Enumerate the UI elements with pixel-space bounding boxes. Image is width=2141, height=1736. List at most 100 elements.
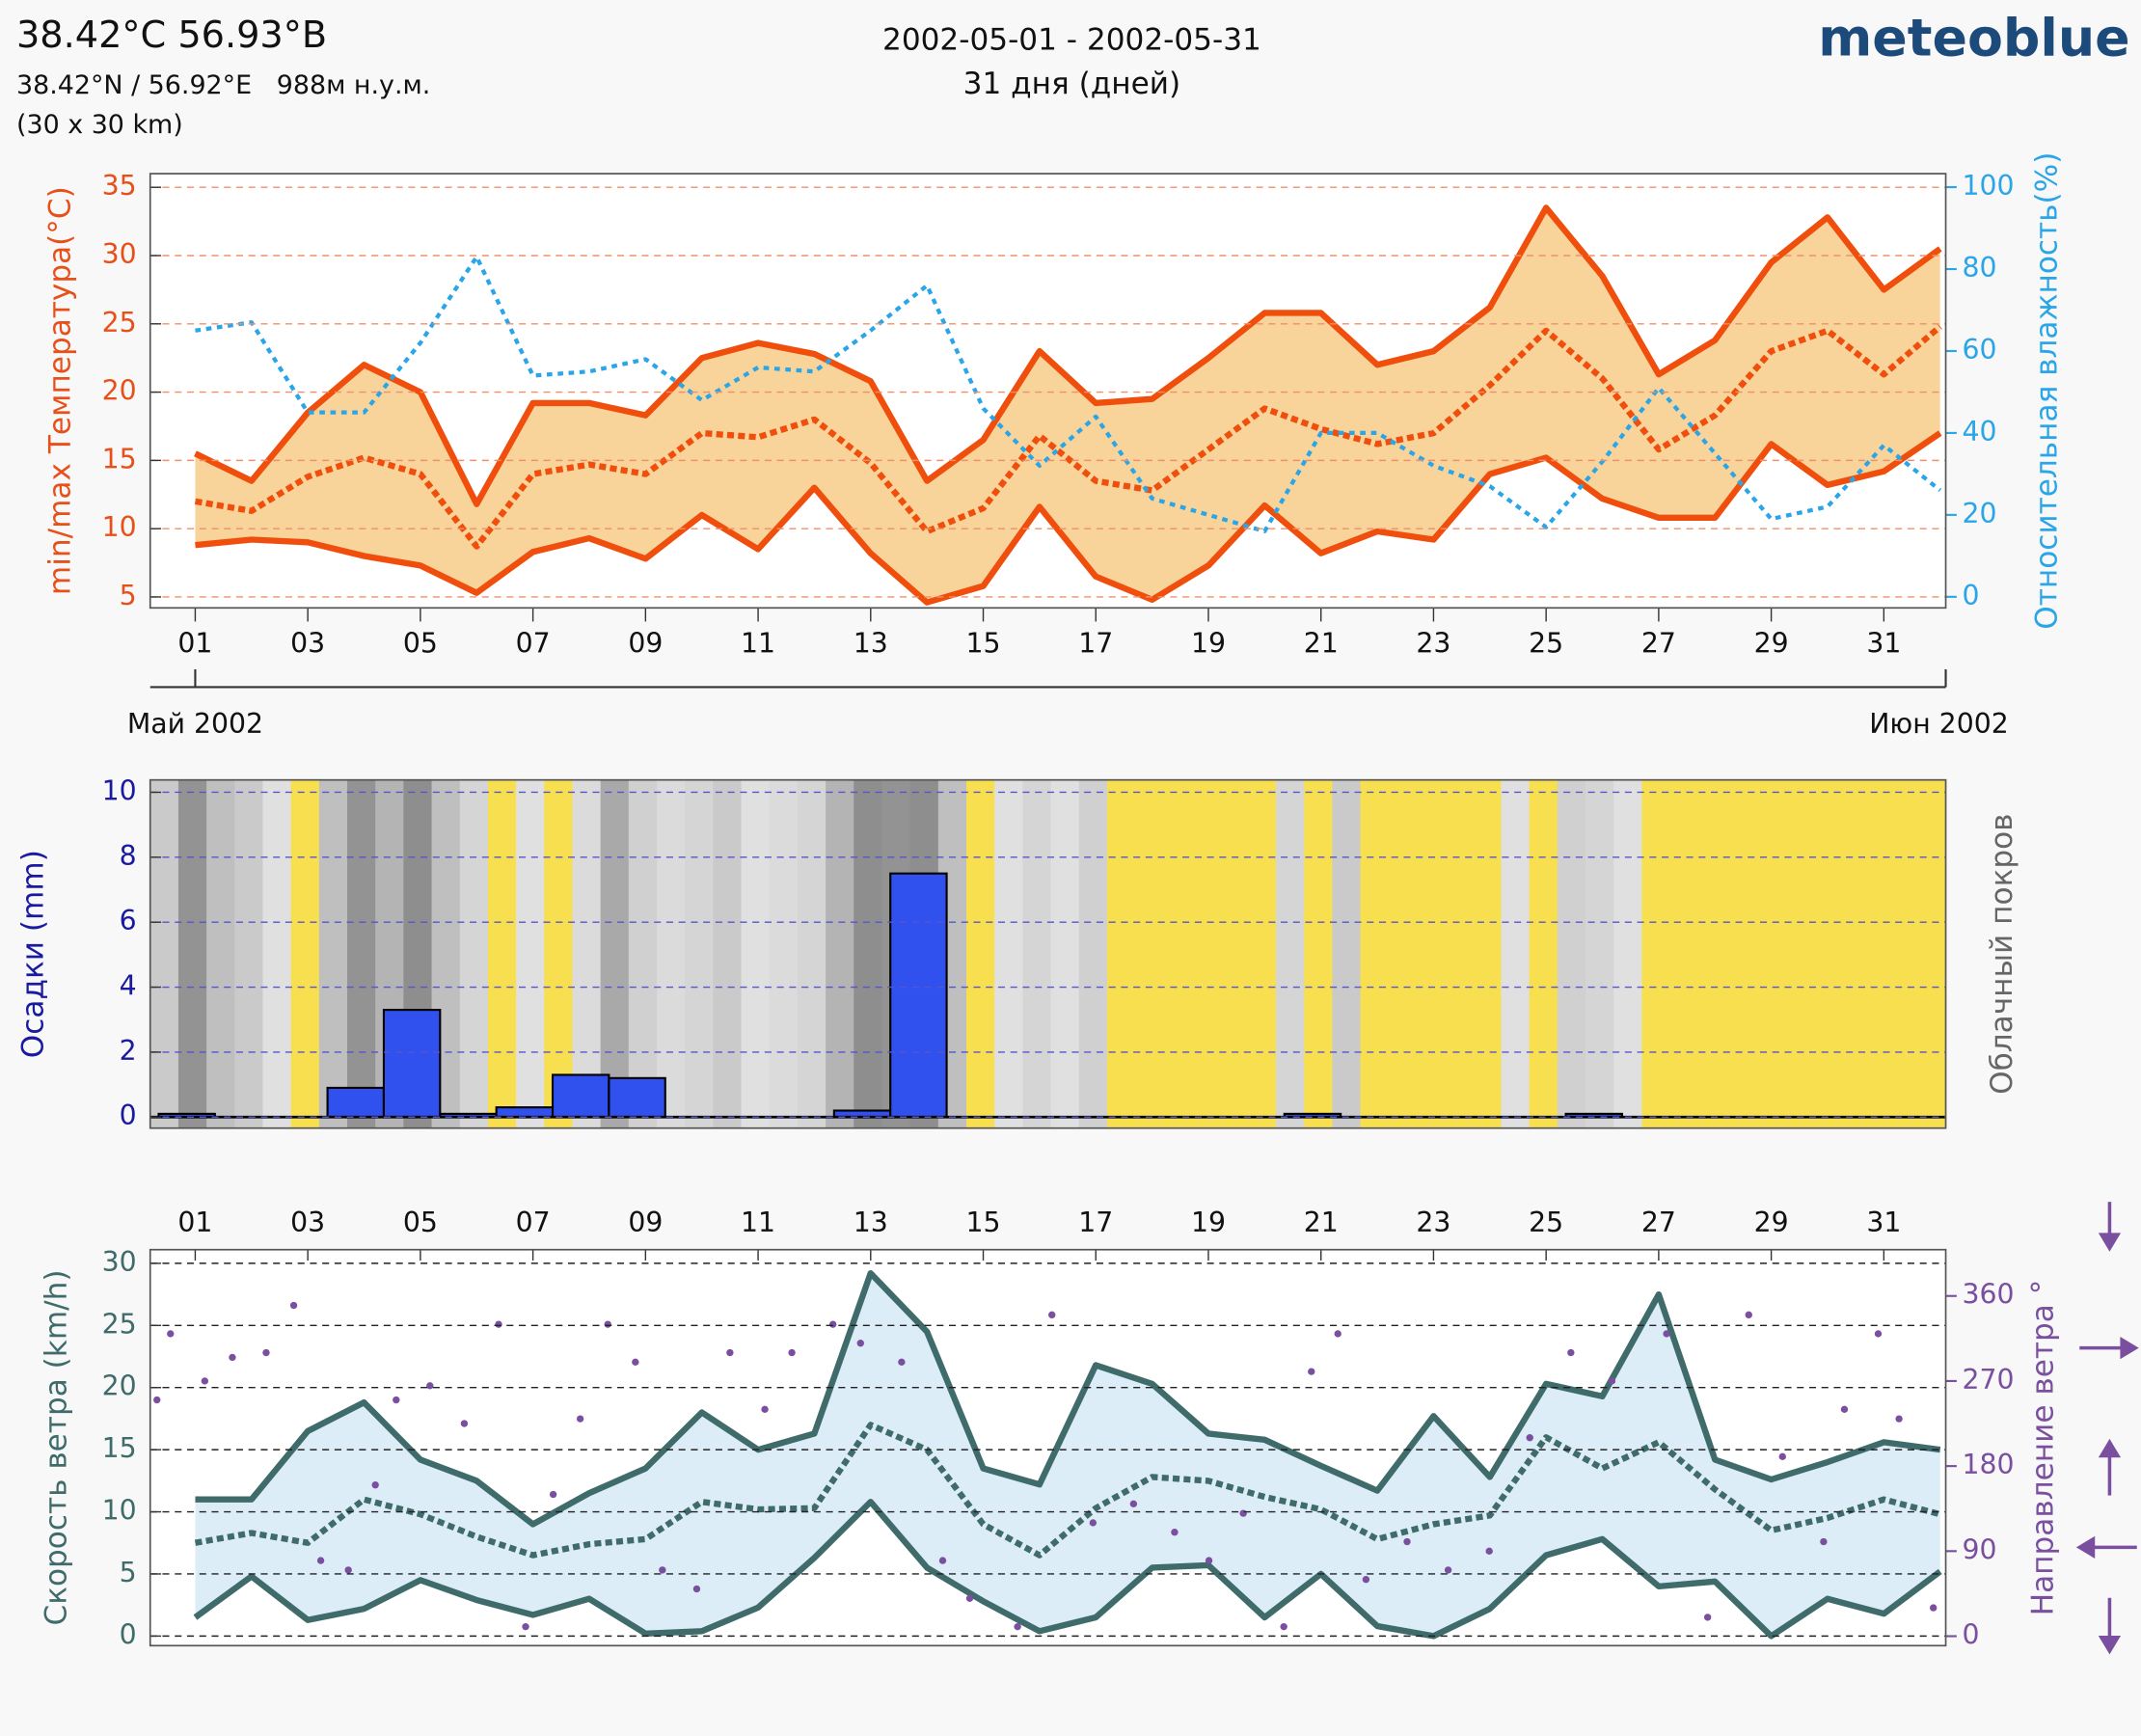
chart-panel: 0 2 4 6 8 10 Осадки (mm) Облачный покров: [15, 774, 2019, 1131]
y-tick-label: 25: [102, 307, 137, 339]
direction-dot: [344, 1566, 352, 1574]
direction-dot: [1608, 1377, 1616, 1385]
cloud-cover-stripe: [1078, 779, 1108, 1128]
cloud-cover-stripe: [1585, 779, 1614, 1128]
cloud-cover-stripe: [149, 779, 179, 1128]
y-tick-label: 10: [102, 511, 137, 543]
y-tick-label: 2: [120, 1035, 137, 1067]
x-tick-label: 17: [1078, 628, 1113, 660]
x-tick-label: 21: [1304, 1207, 1339, 1238]
x-tick-label: 19: [1191, 1207, 1226, 1238]
direction-dot: [1129, 1500, 1138, 1508]
cloud-cover-stripe: [1669, 779, 1699, 1128]
resolution: (30 x 30 km): [16, 110, 183, 140]
plot-area: [194, 204, 1942, 606]
x-tick-label: 03: [290, 628, 325, 660]
cloud-cover-stripe: [1923, 779, 1946, 1128]
cloud-cover-stripe: [1135, 779, 1164, 1128]
y-tick-label: 30: [102, 1246, 137, 1278]
cloud-cover-stripe: [1445, 779, 1474, 1128]
cloud-cover-stripe: [854, 779, 883, 1128]
y2-tick-label: 0: [1963, 580, 1980, 611]
cloud-cover-stripe: [1725, 779, 1755, 1128]
cloud-cover-stripe: [177, 779, 207, 1128]
direction-dot: [1239, 1509, 1247, 1517]
cloud-cover-stripe: [1866, 779, 1896, 1128]
cloud-cover-stripe: [318, 779, 348, 1128]
direction-dot: [692, 1585, 701, 1593]
x-tick-label: 13: [854, 628, 888, 660]
direction-dot: [1444, 1566, 1452, 1574]
chart-panel: 5 10 15 20 25 30 35 0 20 40 60 80 100 01 03 05 07 09 11 13 1…: [43, 152, 2065, 740]
x-tick-label: 09: [628, 1207, 663, 1238]
y2-axis-label: Облачный покров: [1985, 813, 2019, 1094]
cloud-cover-stripe: [741, 779, 771, 1128]
cloud-cover-stripe: [1219, 779, 1249, 1128]
y2-axis-label: Направление ветра °: [2025, 1280, 2060, 1616]
y-tick-label: 20: [102, 1370, 137, 1402]
direction-dot: [1280, 1623, 1287, 1631]
cloud-cover-stripe: [206, 779, 235, 1128]
y2-tick-label: 270: [1963, 1364, 2015, 1396]
cloud-cover-stripe: [487, 779, 517, 1128]
y2-tick-label: 0: [1963, 1619, 1980, 1651]
precipitation-bar: [495, 1106, 555, 1119]
y-tick-label: 6: [120, 905, 137, 936]
cloud-cover-stripe: [797, 779, 827, 1128]
direction-dot: [726, 1348, 734, 1357]
plot-area: [149, 779, 1946, 1128]
direction-dot: [1930, 1604, 1938, 1612]
cloud-cover-stripe: [966, 779, 995, 1128]
x-tick-label: 29: [1754, 628, 1789, 660]
y-axis-label: min/max Температура(°C): [43, 186, 78, 595]
dotted-line: [195, 255, 1942, 533]
direction-dot: [229, 1353, 236, 1362]
cloud-cover-stripe: [290, 779, 320, 1128]
y-tick-label: 0: [120, 1618, 137, 1650]
x-tick-label: 13: [854, 1207, 888, 1238]
coordinates: 38.42°N / 56.92°E 988м н.у.м.: [16, 70, 430, 100]
x-tick-label: 25: [1529, 628, 1563, 660]
direction-dot: [153, 1396, 161, 1404]
plot-frame: [149, 778, 1947, 1129]
x-tick-label: 11: [741, 1207, 775, 1238]
direction-dot: [604, 1320, 611, 1328]
direction-dot: [938, 1557, 947, 1564]
y2-tick-label: 360: [1963, 1279, 2015, 1311]
arrow-head: [2075, 1535, 2096, 1559]
x-tick-label: 05: [403, 1207, 438, 1238]
cloud-cover-stripe: [1276, 779, 1305, 1128]
cloud-cover-stripe: [1754, 779, 1783, 1128]
x-tick-label: 29: [1754, 1207, 1789, 1238]
direction-dot: [1334, 1330, 1342, 1338]
y2-tick-label: 80: [1963, 252, 1997, 284]
arrow-head: [2098, 1636, 2122, 1655]
direction-dot: [495, 1320, 502, 1328]
wind-direction-icons: [2075, 1202, 2139, 1655]
direction-dot: [1567, 1348, 1575, 1357]
direction-dot: [1840, 1405, 1849, 1414]
precipitation-bar: [608, 1076, 666, 1119]
y-tick-label: 15: [102, 443, 137, 475]
direction-dot: [167, 1330, 175, 1338]
x-tick-label: 01: [177, 1207, 212, 1238]
direction-dot: [576, 1415, 584, 1423]
x-tick-label: 25: [1529, 1207, 1563, 1238]
y2-axis-label: Относительная влажность(%): [2030, 152, 2065, 630]
x-tick-label: 07: [516, 1207, 551, 1238]
x-tick-label: 05: [403, 628, 438, 660]
cloud-cover-stripe: [1332, 779, 1362, 1128]
x-tick-label: 01: [177, 628, 212, 660]
month-label: Май 2002: [127, 708, 263, 740]
range-area: [195, 207, 1940, 603]
line: [195, 1270, 1941, 1528]
direction-dot: [549, 1490, 557, 1499]
cloud-cover-stripe: [657, 779, 686, 1128]
cloud-cover-stripe: [1529, 779, 1558, 1128]
x-tick-label: 07: [516, 628, 551, 660]
cloud-cover-stripe: [262, 779, 292, 1128]
y2-tick-label: 100: [1963, 170, 2015, 202]
cloud-cover-stripe: [1304, 779, 1334, 1128]
plot-frame: [149, 173, 1947, 610]
